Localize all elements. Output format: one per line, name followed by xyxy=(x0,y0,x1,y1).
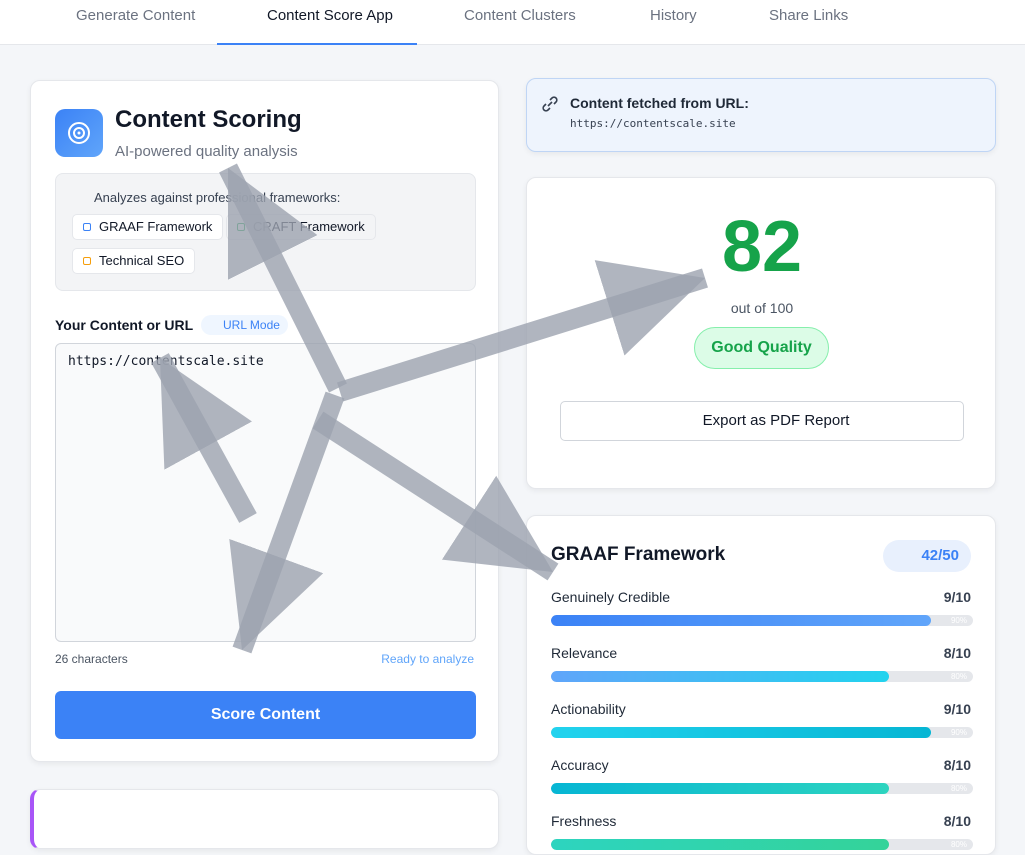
char-count: 26 characters xyxy=(55,652,128,666)
frameworks-intro: Analyzes against professional frameworks… xyxy=(94,190,341,205)
nav-tab[interactable]: Content Score App xyxy=(217,0,417,45)
metric-name: Accuracy xyxy=(551,757,609,773)
metric-score: 9/10 xyxy=(943,589,971,605)
metric-percent: 80% xyxy=(950,840,967,849)
target-icon xyxy=(68,122,90,144)
fetched-card: Content fetched from URL: https://conten… xyxy=(526,78,996,152)
metric-score: 8/10 xyxy=(943,645,971,661)
link-icon xyxy=(542,96,558,112)
metric-name: Genuinely Credible xyxy=(551,589,671,605)
graaf-title: GRAAF Framework xyxy=(551,544,726,565)
framework-chip: GRAAF Framework xyxy=(72,214,224,240)
fetched-url: https://contentscale.site xyxy=(570,117,736,130)
nav-tab[interactable]: Generate Content xyxy=(76,7,196,24)
chip-icon xyxy=(83,223,91,231)
nav-tab[interactable]: History xyxy=(650,7,697,24)
metric-percent: 80% xyxy=(950,672,967,681)
nav-tab[interactable]: Share Links xyxy=(769,7,849,24)
metric-bar xyxy=(551,783,889,794)
graaf-card: GRAAF Framework 42/50 Genuinely Credible… xyxy=(526,515,996,855)
frameworks-box: Analyzes against professional frameworks… xyxy=(55,173,476,291)
app-icon xyxy=(55,109,103,157)
metric-percent: 90% xyxy=(950,616,967,625)
metric-score: 8/10 xyxy=(943,813,971,829)
metric-name: Freshness xyxy=(551,813,617,829)
quality-badge: Good Quality xyxy=(694,327,829,369)
metric-name: Actionability xyxy=(551,701,626,717)
score-value: 82 xyxy=(721,207,803,287)
content-input[interactable]: https://contentscale.site xyxy=(55,343,476,642)
metric-track: 90% xyxy=(551,615,973,626)
metric-bar xyxy=(551,727,931,738)
metric-bar xyxy=(551,839,889,850)
nav-tab[interactable]: Content Clusters xyxy=(464,7,576,24)
metric-bar xyxy=(551,671,889,682)
framework-chip: CRAFT Framework xyxy=(226,214,376,240)
framework-chip: Technical SEO xyxy=(72,248,196,274)
card-subtitle: AI-powered quality analysis xyxy=(115,143,298,160)
chip-icon xyxy=(83,257,91,265)
nav-bar: Generate Content Content Score App Content… xyxy=(0,0,1025,45)
metric-track: 90% xyxy=(551,727,973,738)
metric-track: 80% xyxy=(551,839,973,850)
metric-track: 80% xyxy=(551,671,973,682)
metric-percent: 90% xyxy=(950,728,967,737)
metric-percent: 80% xyxy=(950,784,967,793)
score-button[interactable]: Score Content xyxy=(55,691,476,739)
fetched-label: Content fetched from URL: xyxy=(570,95,749,111)
graaf-total: 42/50 xyxy=(883,540,971,572)
export-button[interactable]: Export as PDF Report xyxy=(560,401,964,441)
metric-bar xyxy=(551,615,931,626)
card-title: Content Scoring xyxy=(115,106,302,133)
metric-score: 9/10 xyxy=(943,701,971,717)
metric-score: 8/10 xyxy=(943,757,971,773)
guidelines-card xyxy=(30,789,499,849)
mode-badge: URL Mode xyxy=(201,315,288,335)
out-of: out of 100 xyxy=(730,300,794,316)
scoring-card: Content Scoring AI-powered quality analy… xyxy=(30,80,499,762)
score-card: 82 out of 100 Good Quality Export as PDF… xyxy=(526,177,996,489)
chip-icon xyxy=(237,223,245,231)
metric-name: Relevance xyxy=(551,645,618,661)
status: Ready to analyze xyxy=(381,652,474,666)
input-label: Your Content or URL xyxy=(55,317,194,333)
metric-track: 80% xyxy=(551,783,973,794)
